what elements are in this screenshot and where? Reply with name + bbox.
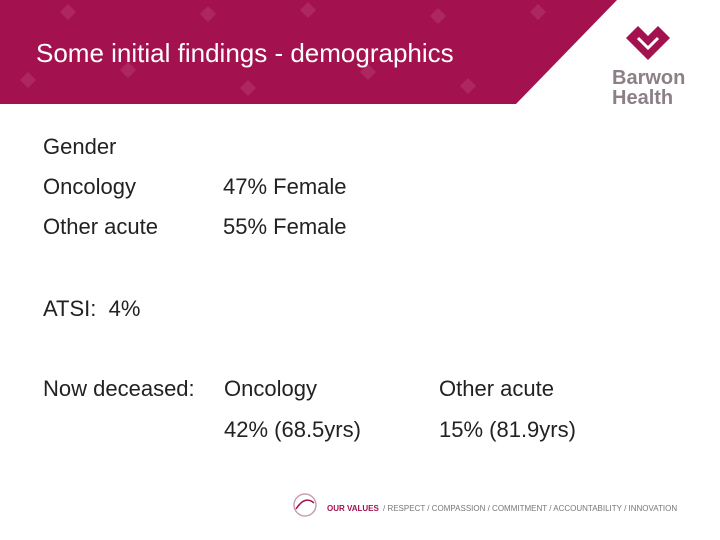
footer-values: / RESPECT / COMPASSION / COMMITMENT / AC… xyxy=(383,504,678,513)
header-pattern xyxy=(20,2,546,96)
column-label: Oncology xyxy=(224,376,317,401)
slide-title: Some initial findings - demographics xyxy=(36,38,454,68)
logo-text: Barwon xyxy=(612,67,686,89)
column-value: 15% (81.9yrs) xyxy=(439,417,576,442)
footer-icon xyxy=(293,493,317,517)
header-band xyxy=(0,0,617,104)
column-label: Other acute xyxy=(439,376,554,401)
logo-mark xyxy=(626,26,670,60)
atsi-line: ATSI: 4% xyxy=(43,296,141,321)
row-label: Other acute xyxy=(43,214,158,239)
footer-label: OUR VALUES xyxy=(327,504,379,513)
section-heading: Gender xyxy=(43,134,117,159)
logo-text: Health xyxy=(612,87,674,109)
column-value: 42% (68.5yrs) xyxy=(224,417,361,442)
row-value: 55% Female xyxy=(223,214,347,239)
row-value: 47% Female xyxy=(223,174,347,199)
section-heading: Now deceased: xyxy=(43,376,195,401)
row-label: Oncology xyxy=(43,174,136,199)
